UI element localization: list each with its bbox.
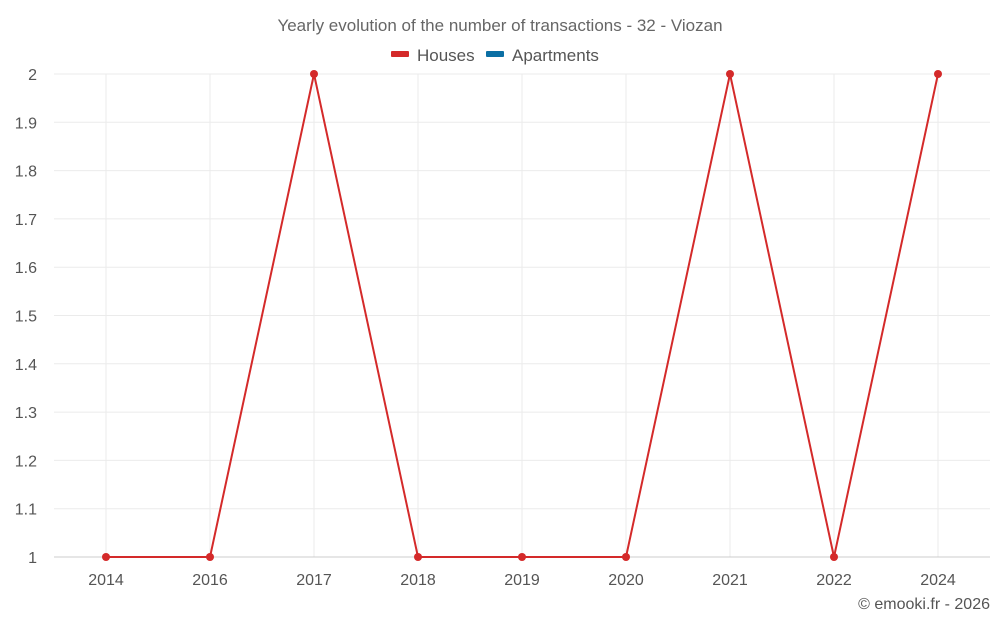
x-tick-label: 2024: [920, 572, 956, 589]
x-axis-ticks: 2014 2016 2017 2018 2019 2020 2021 2022 2024: [88, 572, 956, 589]
y-tick-label: 1.1: [15, 502, 37, 519]
y-tick-label: 1.9: [15, 115, 37, 132]
y-tick-label: 1.8: [15, 164, 37, 181]
legend-item-houses[interactable]: Houses: [391, 46, 475, 65]
y-tick-label: 1.3: [15, 405, 37, 422]
x-tick-label: 2016: [192, 572, 228, 589]
legend-swatch-houses: [391, 51, 409, 57]
x-tick-label: 2020: [608, 572, 644, 589]
legend-item-apartments[interactable]: Apartments: [486, 46, 599, 65]
data-point-houses: [206, 553, 214, 561]
grid: [54, 73, 990, 558]
data-point-houses: [310, 70, 318, 78]
x-tick-label: 2018: [400, 572, 436, 589]
x-tick-label: 2014: [88, 572, 124, 589]
x-tick-label: 2022: [816, 572, 852, 589]
legend-label-houses: Houses: [417, 46, 475, 65]
y-tick-label: 1.4: [15, 357, 37, 374]
credit-text: © emooki.fr - 2026: [858, 596, 990, 613]
x-tick-label: 2017: [296, 572, 332, 589]
data-point-houses: [518, 553, 526, 561]
legend-swatch-apartments: [486, 51, 504, 57]
x-tick-label: 2019: [504, 572, 540, 589]
y-tick-label: 1.6: [15, 260, 37, 277]
data-point-houses: [102, 553, 110, 561]
y-tick-label: 1.5: [15, 309, 37, 326]
legend: Houses Apartments: [391, 46, 599, 65]
y-tick-label: 1.7: [15, 212, 37, 229]
data-point-houses: [830, 553, 838, 561]
data-point-houses: [934, 70, 942, 78]
y-tick-label: 1: [28, 550, 37, 567]
legend-label-apartments: Apartments: [512, 46, 599, 65]
x-tick-label: 2021: [712, 572, 748, 589]
series-points-houses: [102, 70, 942, 561]
y-tick-label: 1.2: [15, 453, 37, 470]
data-point-houses: [622, 553, 630, 561]
y-tick-label: 2: [28, 67, 37, 84]
chart-title: Yearly evolution of the number of transa…: [277, 16, 722, 35]
data-point-houses: [726, 70, 734, 78]
data-point-houses: [414, 553, 422, 561]
y-axis-ticks: 1 1.1 1.2 1.3 1.4 1.5 1.6 1.7 1.8 1.9 2: [15, 67, 37, 567]
